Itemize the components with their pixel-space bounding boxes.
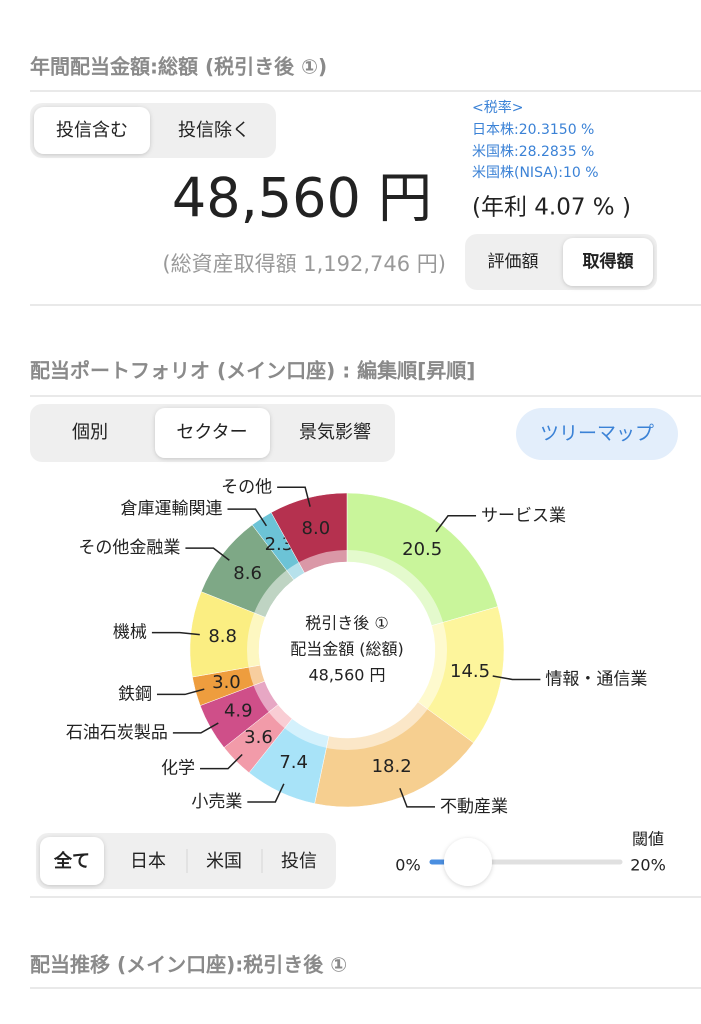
category-label: 情報・通信業	[545, 669, 647, 689]
category-label: 不動産業	[440, 797, 508, 817]
slider-min: 0%	[395, 856, 420, 875]
tab[interactable]: 投信除く	[178, 120, 250, 141]
value-label: 8.6	[233, 563, 262, 584]
tab[interactable]: 米国	[206, 851, 242, 872]
category-label: サービス業	[481, 506, 566, 526]
amount: 48,560 円	[172, 167, 432, 230]
tab[interactable]: 全て	[53, 850, 90, 872]
slider-max: 20%	[630, 856, 666, 875]
tab-selected	[34, 107, 150, 154]
category-label: 石油石炭製品	[66, 723, 168, 743]
tab-selected	[40, 837, 104, 885]
section-title: 配当ポートフォリオ (メイン口座) : 編集順[昇順]	[30, 359, 475, 383]
value-label: 14.5	[450, 661, 490, 682]
tab[interactable]: 景気影響	[299, 422, 371, 443]
total-cost: (総資産取得額 1,192,746 円)	[162, 252, 446, 276]
tab[interactable]: 投信	[281, 851, 317, 872]
slider-knob[interactable]	[444, 838, 492, 886]
leader-line	[435, 515, 477, 533]
section-title: 年間配当金額:総額 (税引き後 ①)	[30, 55, 327, 79]
category-label: 倉庫運輸関連	[120, 499, 222, 519]
tab-selected	[563, 238, 653, 286]
tax-rate: 米国株:28.2835 %	[472, 144, 594, 160]
tab-selected	[155, 408, 270, 458]
category-label: その他	[221, 477, 272, 497]
leader-line	[277, 486, 311, 507]
donut-chart: 20.5 サービス業 14.5 情報・通信業 18.2 不動産業 7.4 小売業 3.6 化学 4.…	[66, 477, 648, 817]
value-label: 8.0	[302, 518, 331, 539]
center-text: 48,560 円	[308, 666, 385, 685]
value-label: 8.8	[208, 626, 237, 647]
leader-line	[247, 783, 285, 803]
tax-rate: 日本株:20.3150 %	[472, 122, 594, 138]
leader-line	[399, 787, 435, 808]
tab[interactable]: 日本	[130, 851, 166, 872]
category-label: 鉄鋼	[118, 684, 152, 704]
treemap-button-label[interactable]: ツリーマップ	[540, 423, 654, 445]
leader-line	[151, 631, 200, 636]
leader-line	[200, 753, 243, 770]
category-label: 化学	[161, 759, 195, 779]
leader-line	[185, 547, 230, 561]
tab-group	[36, 833, 336, 889]
value-label: 3.0	[212, 672, 241, 693]
tax-rate: 米国株(NISA):10 %	[472, 165, 599, 181]
value-label: 20.5	[402, 539, 442, 560]
category-label: 小売業	[191, 792, 242, 812]
tab[interactable]: 個別	[72, 422, 108, 443]
inner-ring	[247, 550, 447, 750]
leader-line	[492, 675, 541, 681]
section-title: 配当推移 (メイン口座):税引き後 ①	[30, 953, 347, 977]
leader-line	[156, 688, 205, 696]
value-label: 4.9	[224, 701, 253, 722]
tab[interactable]: セクター	[176, 422, 247, 443]
yield: (年利 4.07 % )	[472, 195, 631, 221]
threshold-label: 閾値	[632, 830, 664, 849]
value-label: 7.4	[279, 752, 308, 773]
category-label: その他金融業	[78, 538, 180, 558]
tax-rate: <税率>	[472, 99, 523, 116]
center-text: 税引き後 ①	[305, 614, 388, 633]
inner-hole	[259, 562, 435, 738]
leader-line	[172, 722, 219, 734]
value-label: 3.6	[244, 727, 273, 748]
leader-line	[227, 508, 268, 527]
tab[interactable]: 投信含む	[56, 120, 128, 141]
value-label: 18.2	[372, 756, 412, 777]
tab[interactable]: 取得額	[583, 251, 634, 272]
center-text: 配当金額 (総額)	[290, 640, 404, 659]
tab[interactable]: 評価額	[488, 252, 539, 272]
category-label: 機械	[113, 623, 147, 643]
treemap-button[interactable]	[516, 408, 678, 460]
